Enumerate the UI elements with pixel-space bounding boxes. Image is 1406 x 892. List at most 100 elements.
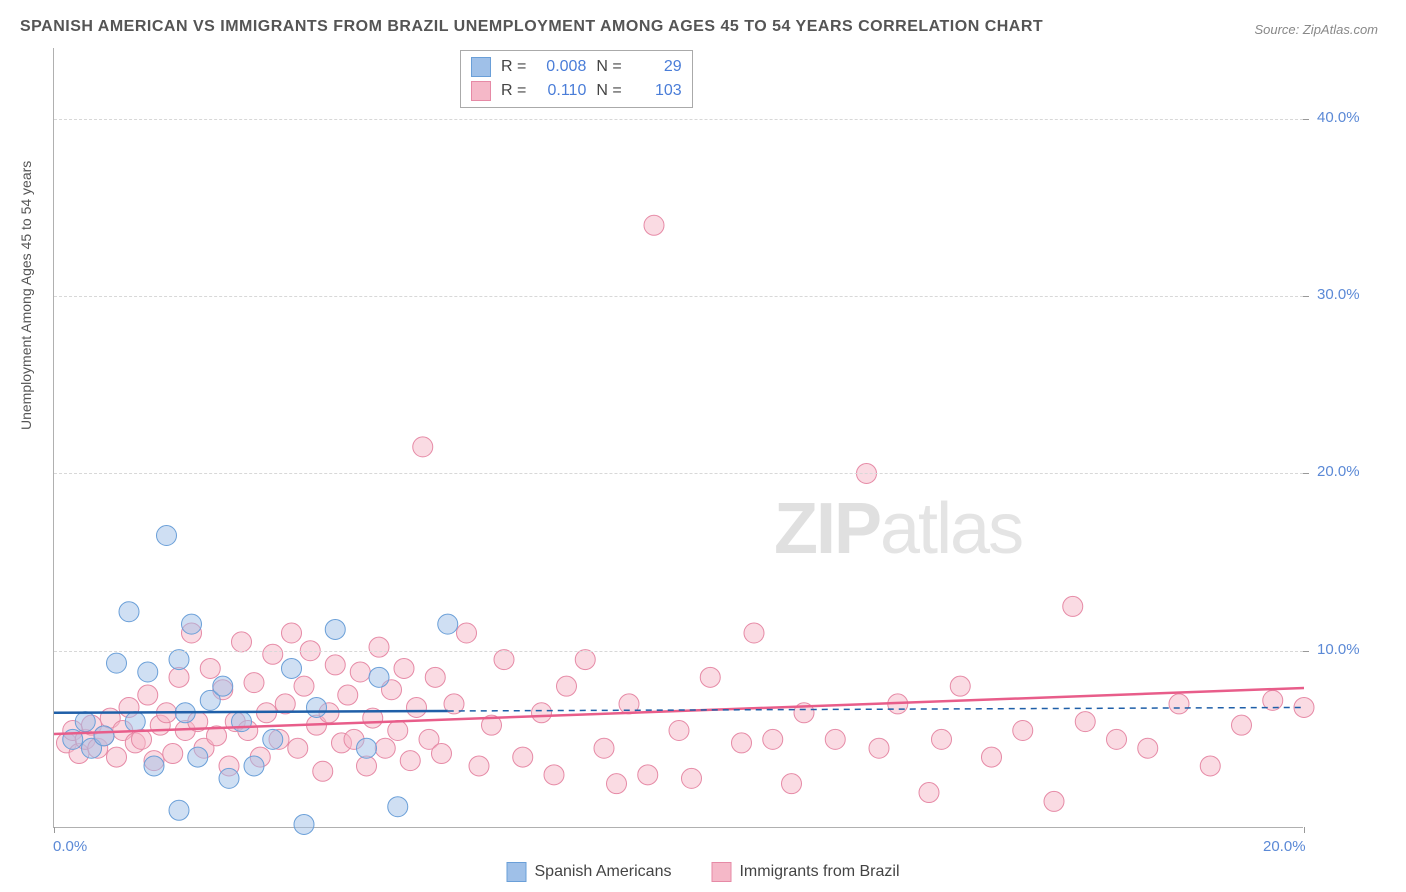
y-tick-mark	[1303, 651, 1309, 652]
data-point	[107, 653, 127, 673]
data-point	[307, 697, 327, 717]
data-point	[825, 729, 845, 749]
y-tick-mark	[1303, 296, 1309, 297]
data-point	[357, 738, 377, 758]
x-tick-label: 0.0%	[53, 838, 87, 855]
data-point	[1013, 721, 1033, 741]
data-point	[669, 721, 689, 741]
swatch-a-icon	[471, 57, 491, 77]
data-point	[169, 800, 189, 820]
data-point	[107, 747, 127, 767]
data-point	[425, 667, 445, 687]
data-point	[1232, 715, 1252, 735]
n-label: N =	[596, 55, 621, 79]
legend-item-a: Spanish Americans	[507, 862, 672, 882]
y-tick-label: 20.0%	[1317, 463, 1360, 480]
data-point	[338, 685, 358, 705]
data-point	[763, 729, 783, 749]
data-point	[119, 602, 139, 622]
data-point	[163, 744, 183, 764]
data-point	[682, 768, 702, 788]
source-attribution: Source: ZipAtlas.com	[1254, 22, 1378, 37]
data-point	[357, 756, 377, 776]
data-point	[282, 623, 302, 643]
correlation-stats-box: R = 0.008 N = 29 R = 0.110 N = 103	[460, 50, 693, 108]
grid-line	[54, 119, 1303, 120]
legend-item-b: Immigrants from Brazil	[711, 862, 899, 882]
data-point	[369, 667, 389, 687]
data-point	[313, 761, 333, 781]
data-point	[1107, 729, 1127, 749]
trend-line	[54, 711, 448, 713]
data-point	[232, 632, 252, 652]
swatch-b-icon	[711, 862, 731, 882]
y-tick-label: 30.0%	[1317, 286, 1360, 303]
n-label: N =	[596, 79, 621, 103]
data-point	[413, 437, 433, 457]
r-value-b: 0.110	[536, 79, 586, 103]
data-point	[513, 747, 533, 767]
data-point	[169, 650, 189, 670]
data-point	[263, 729, 283, 749]
grid-line	[54, 473, 1303, 474]
data-point	[375, 738, 395, 758]
data-point	[400, 751, 420, 771]
y-tick-label: 10.0%	[1317, 641, 1360, 658]
data-point	[544, 765, 564, 785]
data-point	[138, 685, 158, 705]
r-label: R =	[501, 55, 526, 79]
data-point	[607, 774, 627, 794]
data-point	[144, 756, 164, 776]
data-point	[1063, 596, 1083, 616]
data-point	[932, 729, 952, 749]
bottom-legend: Spanish Americans Immigrants from Brazil	[507, 862, 900, 882]
data-point	[575, 650, 595, 670]
data-point	[263, 644, 283, 664]
data-point	[732, 733, 752, 753]
data-point	[138, 662, 158, 682]
data-point	[244, 673, 264, 693]
r-value-a: 0.008	[536, 55, 586, 79]
data-point	[919, 783, 939, 803]
data-point	[1138, 738, 1158, 758]
data-point	[1044, 791, 1064, 811]
grid-line	[54, 651, 1303, 652]
grid-line	[54, 296, 1303, 297]
data-point	[94, 726, 114, 746]
data-point	[869, 738, 889, 758]
data-point	[469, 756, 489, 776]
data-point	[369, 637, 389, 657]
swatch-a-icon	[507, 862, 527, 882]
data-point	[288, 738, 308, 758]
legend-label-a: Spanish Americans	[535, 863, 672, 881]
plot-area: ZIPatlas	[53, 48, 1303, 828]
data-point	[532, 703, 552, 723]
data-point	[782, 774, 802, 794]
data-point	[132, 729, 152, 749]
data-point	[213, 676, 233, 696]
data-point	[388, 797, 408, 817]
data-point	[169, 667, 189, 687]
data-point	[182, 614, 202, 634]
data-point	[75, 712, 95, 732]
data-point	[1200, 756, 1220, 776]
y-tick-mark	[1303, 473, 1309, 474]
data-point	[407, 697, 427, 717]
y-tick-mark	[1303, 119, 1309, 120]
y-axis-label: Unemployment Among Ages 45 to 54 years	[18, 161, 34, 430]
data-point	[394, 658, 414, 678]
data-point	[325, 619, 345, 639]
data-point	[325, 655, 345, 675]
n-value-b: 103	[632, 79, 682, 103]
data-point	[294, 814, 314, 834]
data-point	[157, 526, 177, 546]
data-point	[557, 676, 577, 696]
data-point	[1075, 712, 1095, 732]
data-point	[188, 747, 208, 767]
y-tick-label: 40.0%	[1317, 109, 1360, 126]
scatter-plot-svg	[54, 48, 1303, 827]
swatch-b-icon	[471, 81, 491, 101]
x-tick-label: 20.0%	[1263, 838, 1306, 855]
data-point	[200, 658, 220, 678]
data-point	[244, 756, 264, 776]
